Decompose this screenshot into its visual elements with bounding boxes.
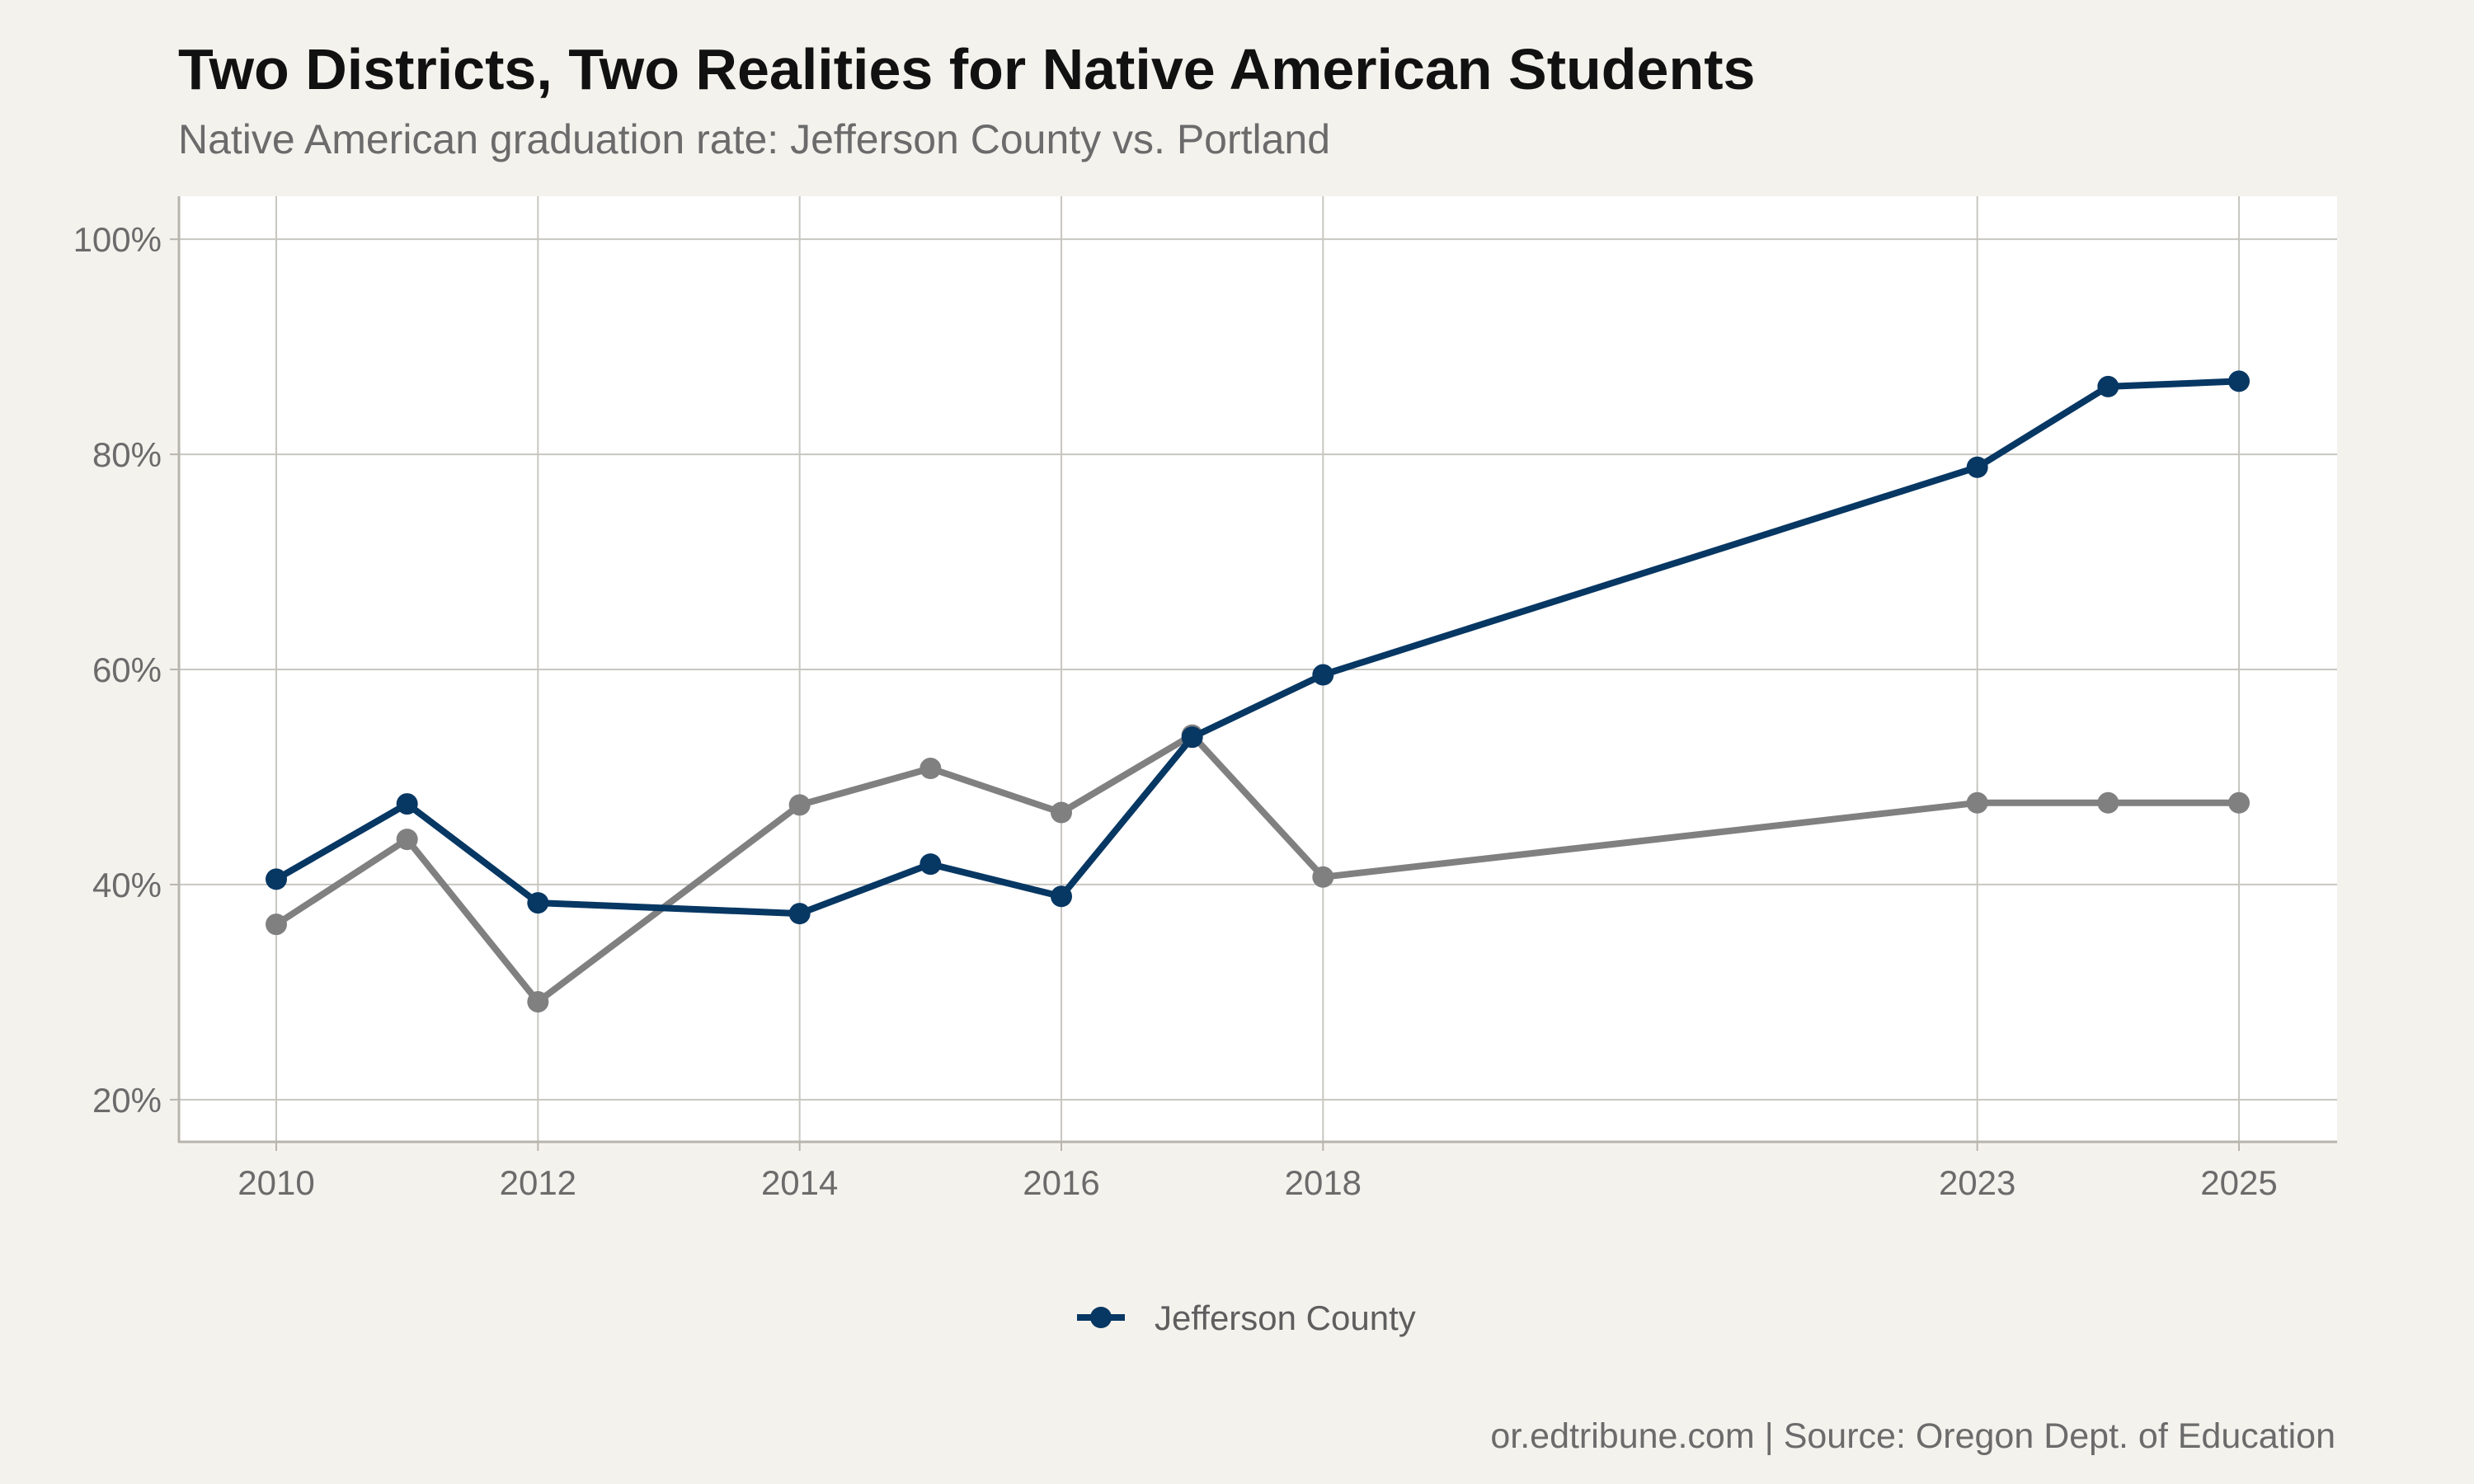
- data-point: [266, 868, 287, 890]
- legend-item: Jefferson County: [1077, 1298, 1416, 1337]
- data-point: [2228, 370, 2250, 392]
- data-point: [1051, 801, 1072, 824]
- chart-title: Two Districts, Two Realities for Native …: [178, 37, 1756, 101]
- x-tick-label: 2012: [500, 1163, 576, 1202]
- y-gridlines: [178, 238, 2337, 1101]
- data-point: [1051, 885, 1072, 908]
- data-point: [396, 793, 418, 815]
- x-tick-label: 2016: [1023, 1163, 1099, 1202]
- legend: Jefferson County: [1077, 1298, 1416, 1337]
- x-tick-label: 2014: [761, 1163, 838, 1202]
- chart-caption: or.edtribune.com | Source: Oregon Dept. …: [1490, 1416, 2335, 1456]
- data-point: [1966, 456, 1988, 478]
- data-point: [1312, 664, 1334, 686]
- data-point: [266, 913, 287, 936]
- y-tick-label: 20%: [92, 1081, 162, 1120]
- data-point: [527, 892, 549, 914]
- series-layer: [266, 370, 2250, 1013]
- data-point: [920, 853, 942, 876]
- x-tick-label: 2018: [1285, 1163, 1362, 1202]
- data-point: [920, 758, 942, 780]
- data-point: [1181, 726, 1203, 749]
- legend-label: Jefferson County: [1155, 1298, 1416, 1337]
- y-axis: 20% 40% 60% 80% 100%: [73, 220, 178, 1120]
- x-tick-label: 2025: [2200, 1163, 2277, 1202]
- y-tick-label: 100%: [73, 220, 162, 259]
- data-point: [2228, 791, 2250, 814]
- data-point: [396, 829, 418, 851]
- legend-marker: [1090, 1307, 1112, 1328]
- data-point: [788, 903, 811, 925]
- series-0: [266, 370, 2250, 925]
- y-tick-label: 60%: [92, 650, 162, 689]
- x-tick-label: 2010: [238, 1163, 314, 1202]
- data-point: [1312, 866, 1334, 888]
- y-tick-label: 40%: [92, 866, 162, 904]
- y-tick-label: 80%: [92, 435, 162, 474]
- data-point: [788, 794, 811, 816]
- x-tick-label: 2023: [1939, 1163, 2015, 1202]
- data-point: [2097, 375, 2119, 397]
- data-point: [527, 991, 549, 1013]
- data-point: [1966, 791, 1988, 814]
- chart-subtitle: Native American graduation rate: Jeffers…: [178, 116, 1331, 162]
- data-point: [2097, 791, 2119, 814]
- x-axis: 2010 2012 2014 2016 2018 2023 2025: [238, 1143, 2278, 1202]
